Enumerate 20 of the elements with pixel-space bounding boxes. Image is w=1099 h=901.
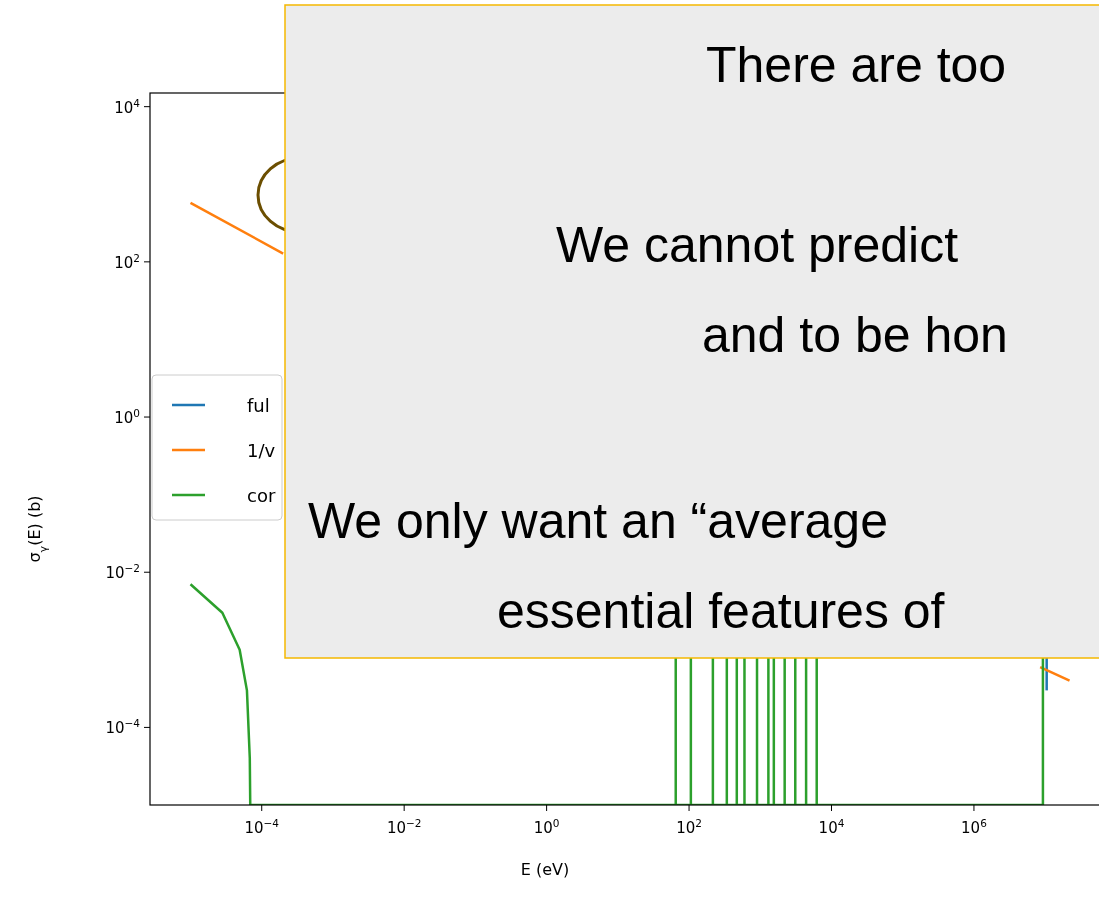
y-tick-label: 10$^{0}$	[114, 407, 140, 428]
y-tick-label: 10$^{−2}$	[105, 562, 140, 583]
y-tick-label: 10$^{−4}$	[105, 717, 141, 738]
x-tick-label: 10$^{−4}$	[244, 817, 280, 837]
x-tick-label: 10$^{−2}$	[386, 817, 422, 837]
y-tick-label: 10$^{2}$	[114, 251, 140, 272]
x-tick-label: 10$^{0}$	[533, 817, 560, 837]
x-tick-label: 10$^{4}$	[818, 817, 845, 837]
x-axis-title: E (eV)	[520, 860, 570, 879]
annotation: essential features of	[497, 583, 945, 639]
annotation: and to be hon	[702, 307, 1008, 363]
legend-label: 1/v	[247, 440, 276, 461]
annotation: There are too	[706, 37, 1007, 93]
annotation: We cannot predict	[556, 217, 959, 273]
y-tick-label: 10$^{4}$	[114, 96, 141, 117]
x-tick-label: 10$^{6}$	[961, 817, 988, 837]
x-tick-label: 10$^{2}$	[676, 817, 702, 837]
annotation: We only want an “average	[308, 493, 888, 549]
legend-label: cor	[247, 485, 276, 506]
legend-label: ful	[247, 395, 270, 416]
